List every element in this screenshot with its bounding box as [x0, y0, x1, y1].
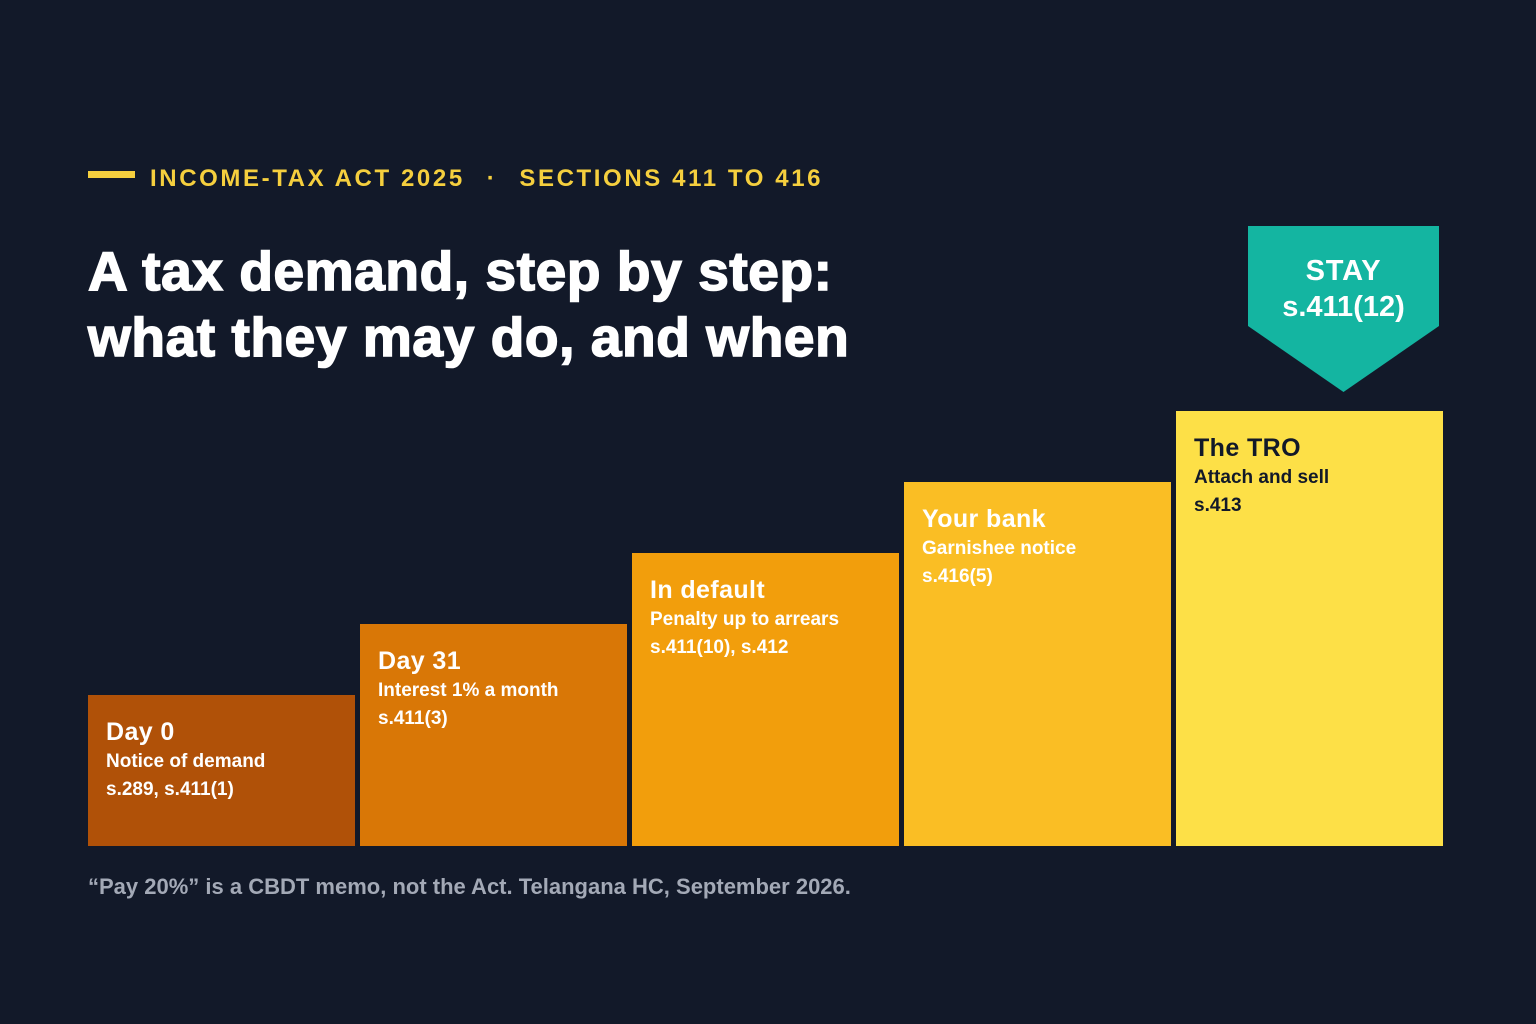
step-label: In default: [650, 576, 766, 604]
step-label: Day 0: [106, 718, 175, 746]
step-day-31: Day 31 Interest 1% a month s.411(3): [360, 624, 627, 846]
stay-label: STAY s.411(12): [1248, 254, 1439, 326]
step-reference: s.411(10), s.412: [650, 637, 789, 658]
title-line-1: A tax demand, step by step:: [87, 239, 833, 303]
title-line-2: what they may do, and when: [87, 305, 850, 369]
kicker-act: INCOME-TAX ACT 2025: [150, 165, 465, 192]
step-your-bank: Your bank Garnishee notice s.416(5): [904, 482, 1171, 846]
step-description: Garnishee notice: [922, 538, 1077, 559]
step-description: Notice of demand: [106, 751, 266, 772]
stay-marker: STAY s.411(12): [1248, 226, 1439, 392]
step-reference: s.411(3): [378, 708, 448, 729]
step-description: Attach and sell: [1194, 467, 1330, 488]
step-label: Day 31: [378, 647, 462, 675]
step-reference: s.289, s.411(1): [106, 779, 234, 800]
kicker-separator: ·: [486, 165, 498, 192]
step-day-0: Day 0 Notice of demand s.289, s.411(1): [88, 695, 355, 846]
step-label: The TRO: [1194, 434, 1301, 462]
kicker-sections: SECTIONS 411 TO 416: [519, 165, 824, 192]
footnote: “Pay 20%” is a CBDT memo, not the Act. T…: [88, 874, 851, 899]
stay-pennant-shape: [1248, 226, 1439, 392]
kicker-accent-rule: [88, 171, 135, 178]
step-in-default: In default Penalty up to arrears s.411(1…: [632, 553, 899, 846]
page-title: A tax demand, step by step: what they ma…: [87, 238, 1208, 370]
stay-section: s.411(12): [1282, 291, 1405, 323]
kicker: INCOME-TAX ACT 2025 · SECTIONS 411 TO 416: [150, 164, 823, 194]
step-reference: s.413: [1194, 495, 1242, 516]
stay-title: STAY: [1305, 255, 1382, 287]
step-description: Interest 1% a month: [378, 680, 559, 701]
step-label: Your bank: [922, 505, 1046, 533]
step-reference: s.416(5): [922, 566, 993, 587]
step-the-tro: The TRO Attach and sell s.413: [1176, 411, 1443, 846]
step-description: Penalty up to arrears: [650, 609, 840, 630]
